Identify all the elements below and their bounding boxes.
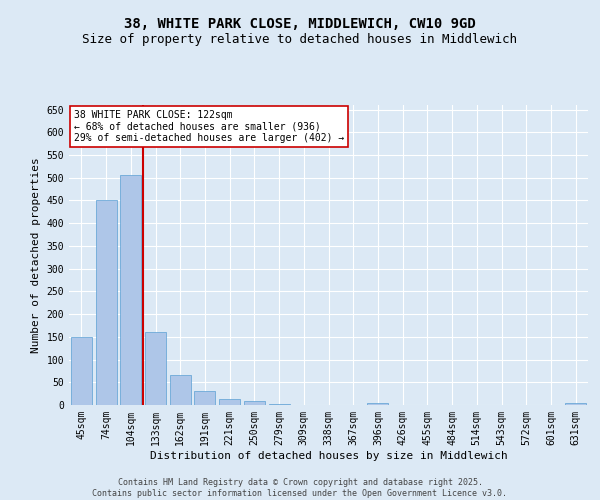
X-axis label: Distribution of detached houses by size in Middlewich: Distribution of detached houses by size … [149,450,508,460]
Bar [145,332,166,405]
Text: Contains HM Land Registry data © Crown copyright and database right 2025.
Contai: Contains HM Land Registry data © Crown c… [92,478,508,498]
Bar [219,399,240,405]
Bar [194,392,215,405]
Text: 38, WHITE PARK CLOSE, MIDDLEWICH, CW10 9GD: 38, WHITE PARK CLOSE, MIDDLEWICH, CW10 9… [124,18,476,32]
Bar [95,200,116,405]
Bar [120,174,141,405]
Text: 38 WHITE PARK CLOSE: 122sqm
← 68% of detached houses are smaller (936)
29% of se: 38 WHITE PARK CLOSE: 122sqm ← 68% of det… [74,110,344,142]
Bar [170,374,191,405]
Text: Size of property relative to detached houses in Middlewich: Size of property relative to detached ho… [83,32,517,46]
Bar [367,403,388,405]
Y-axis label: Number of detached properties: Number of detached properties [31,157,41,353]
Bar [565,403,586,405]
Bar [71,337,92,405]
Bar [244,402,265,405]
Bar [269,404,290,405]
